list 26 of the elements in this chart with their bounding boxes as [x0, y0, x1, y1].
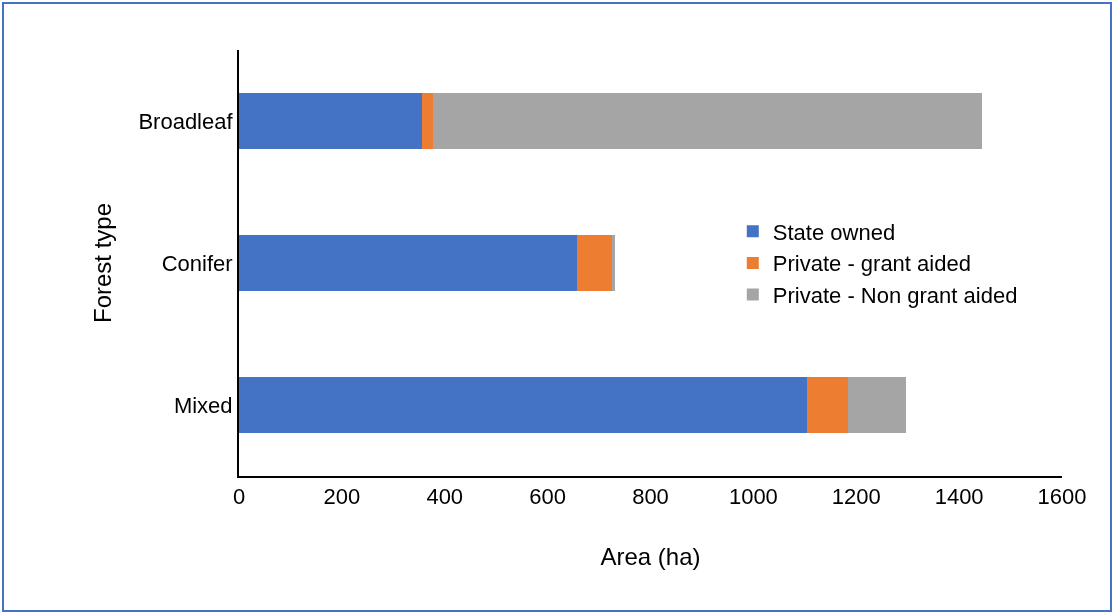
legend-label: Private - grant aided — [772, 251, 971, 277]
x-tick-label: 1400 — [934, 484, 984, 510]
x-axis-title: Area (ha) — [600, 543, 701, 571]
x-tick-label: 600 — [529, 484, 566, 510]
x-tick-label: 1200 — [831, 484, 881, 510]
x-tick-label: 1600 — [1037, 484, 1087, 510]
bar — [611, 234, 616, 292]
bar — [239, 92, 422, 150]
bar — [239, 376, 808, 434]
x-tick-label: 400 — [426, 484, 464, 510]
bar — [807, 376, 848, 434]
x-tick-label: 800 — [632, 484, 669, 510]
bar — [847, 376, 907, 434]
y-tick-label: Conifer — [161, 250, 233, 276]
bar — [239, 234, 577, 292]
x-tick-label: 1000 — [728, 484, 778, 510]
y-tick-label: Broadleaf — [138, 108, 234, 134]
x-tick-label: 200 — [323, 484, 361, 510]
bar — [421, 92, 434, 150]
y-axis-title: Forest type — [89, 202, 117, 324]
bar — [433, 92, 982, 150]
legend-label: Private - Non grant aided — [772, 283, 1018, 309]
legend-label: State owned — [772, 219, 896, 245]
bar — [576, 234, 612, 292]
x-tick-label: 0 — [232, 484, 246, 510]
y-tick-label: Mixed — [173, 392, 233, 418]
